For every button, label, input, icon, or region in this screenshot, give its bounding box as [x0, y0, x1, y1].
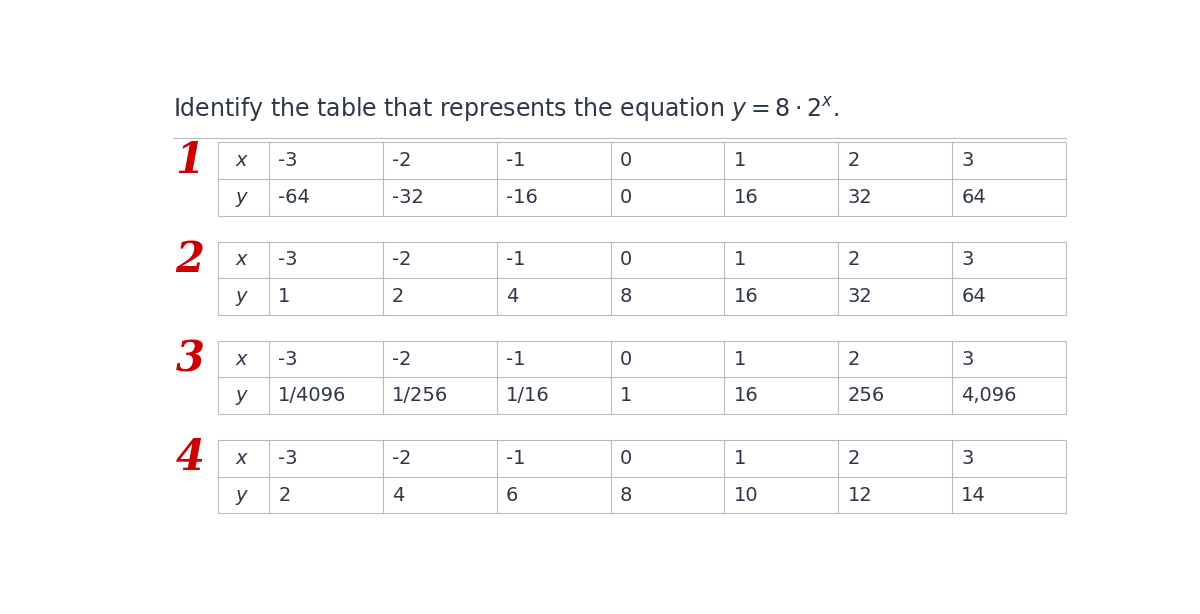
Text: 64: 64: [961, 287, 986, 306]
Text: -2: -2: [392, 349, 412, 368]
Text: 6: 6: [506, 486, 518, 505]
Text: 64: 64: [961, 188, 986, 207]
Text: 1/4096: 1/4096: [278, 386, 347, 405]
Text: -3: -3: [278, 349, 298, 368]
Text: 4: 4: [175, 437, 204, 480]
Text: y: y: [235, 486, 247, 505]
Text: 12: 12: [847, 486, 872, 505]
Text: 3: 3: [175, 338, 204, 380]
Text: 16: 16: [733, 386, 758, 405]
Text: y: y: [235, 188, 247, 207]
Text: 1: 1: [733, 251, 746, 270]
Text: 1: 1: [733, 449, 746, 468]
Text: -1: -1: [506, 449, 526, 468]
Text: 1/256: 1/256: [392, 386, 449, 405]
Text: 0: 0: [619, 449, 632, 468]
Text: 2: 2: [392, 287, 404, 306]
Text: -3: -3: [278, 449, 298, 468]
Text: 32: 32: [847, 287, 872, 306]
Text: 256: 256: [847, 386, 884, 405]
Text: -16: -16: [506, 188, 538, 207]
Text: 1/16: 1/16: [506, 386, 550, 405]
Text: 2: 2: [847, 151, 860, 170]
Text: y: y: [235, 386, 247, 405]
Text: 2: 2: [278, 486, 290, 505]
Text: 1: 1: [733, 151, 746, 170]
Text: x: x: [235, 449, 247, 468]
Text: -2: -2: [392, 151, 412, 170]
Text: 8: 8: [619, 486, 632, 505]
Text: 2: 2: [847, 251, 860, 270]
Text: 4: 4: [392, 486, 404, 505]
Text: 0: 0: [619, 151, 632, 170]
Text: Identify the table that represents the equation $y = 8 \cdot 2^x$.: Identify the table that represents the e…: [173, 95, 839, 124]
Text: x: x: [235, 251, 247, 270]
Text: 10: 10: [733, 486, 758, 505]
Text: 2: 2: [847, 349, 860, 368]
Text: 0: 0: [619, 349, 632, 368]
Text: 32: 32: [847, 188, 872, 207]
Text: y: y: [235, 287, 247, 306]
Text: 3: 3: [961, 251, 973, 270]
Text: -2: -2: [392, 449, 412, 468]
Text: 1: 1: [175, 139, 204, 182]
Text: 2: 2: [847, 449, 860, 468]
Text: -3: -3: [278, 151, 298, 170]
Text: 16: 16: [733, 287, 758, 306]
Text: 4: 4: [506, 287, 518, 306]
Text: 14: 14: [961, 486, 986, 505]
Text: 4,096: 4,096: [961, 386, 1016, 405]
Text: x: x: [235, 151, 247, 170]
Text: x: x: [235, 349, 247, 368]
Text: -1: -1: [506, 349, 526, 368]
Text: 16: 16: [733, 188, 758, 207]
Text: 1: 1: [733, 349, 746, 368]
Text: 0: 0: [619, 188, 632, 207]
Text: -64: -64: [278, 188, 310, 207]
Text: 1: 1: [278, 287, 290, 306]
Text: -1: -1: [506, 151, 526, 170]
Text: -3: -3: [278, 251, 298, 270]
Text: -2: -2: [392, 251, 412, 270]
Text: 3: 3: [961, 151, 973, 170]
Text: 3: 3: [961, 449, 973, 468]
Text: 0: 0: [619, 251, 632, 270]
Text: 1: 1: [619, 386, 632, 405]
Text: 2: 2: [175, 239, 204, 281]
Text: 3: 3: [961, 349, 973, 368]
Text: 8: 8: [619, 287, 632, 306]
Text: -1: -1: [506, 251, 526, 270]
Text: -32: -32: [392, 188, 424, 207]
